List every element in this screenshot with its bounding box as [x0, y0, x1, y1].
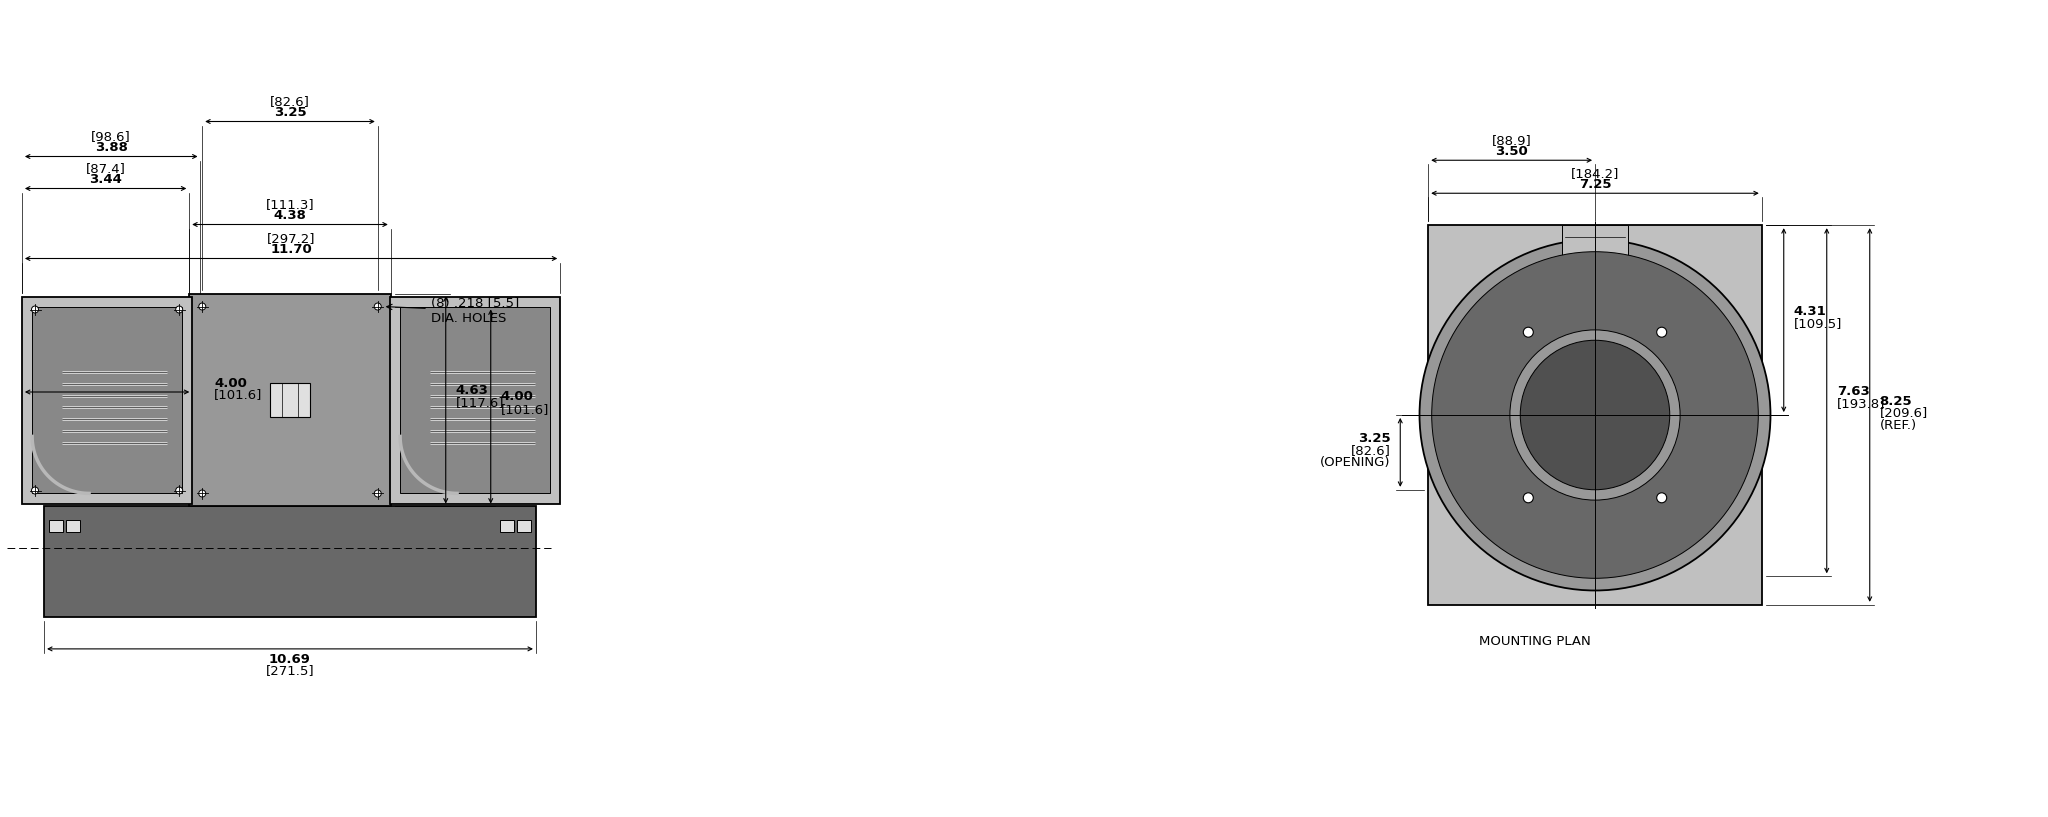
Circle shape — [1432, 252, 1759, 578]
Circle shape — [1520, 340, 1669, 489]
Text: [109.5]: [109.5] — [1794, 317, 1841, 329]
Bar — [45, 507, 537, 617]
Bar — [270, 382, 309, 417]
Bar — [399, 306, 551, 493]
Circle shape — [31, 487, 39, 494]
Bar — [516, 520, 530, 533]
Text: [88.9]: [88.9] — [1491, 134, 1532, 147]
Circle shape — [31, 306, 39, 313]
Text: [209.6]: [209.6] — [1880, 407, 1927, 419]
Text: 4.00: 4.00 — [502, 390, 535, 403]
Circle shape — [375, 490, 381, 497]
Text: [82.6]: [82.6] — [270, 95, 309, 108]
Bar — [1563, 225, 1628, 259]
Text: 8.25: 8.25 — [1880, 395, 1913, 408]
Circle shape — [1657, 493, 1667, 502]
Text: [98.6]: [98.6] — [92, 130, 131, 143]
Circle shape — [1419, 239, 1769, 591]
Text: MOUNTING PLAN: MOUNTING PLAN — [1479, 635, 1591, 648]
Text: 4.31: 4.31 — [1794, 305, 1827, 318]
Text: 10.69: 10.69 — [268, 654, 311, 667]
Text: (REF.): (REF.) — [1880, 418, 1917, 431]
Text: (OPENING): (OPENING) — [1319, 456, 1391, 469]
Text: 4.63: 4.63 — [457, 383, 489, 396]
Circle shape — [176, 487, 182, 494]
Text: 3.44: 3.44 — [90, 173, 123, 186]
Bar — [500, 520, 514, 533]
Circle shape — [176, 306, 182, 313]
Text: 3.25: 3.25 — [1358, 432, 1391, 445]
Bar — [23, 297, 193, 503]
Circle shape — [1524, 327, 1534, 337]
Bar — [389, 297, 561, 503]
Text: [111.3]: [111.3] — [266, 198, 313, 211]
Circle shape — [1509, 330, 1679, 500]
Text: 3.88: 3.88 — [94, 141, 127, 154]
Text: 3.50: 3.50 — [1495, 145, 1528, 158]
Text: [271.5]: [271.5] — [266, 664, 313, 677]
Circle shape — [375, 303, 381, 310]
Text: [82.6]: [82.6] — [1350, 444, 1391, 457]
Text: [184.2]: [184.2] — [1571, 167, 1620, 180]
Text: 4.00: 4.00 — [215, 377, 248, 390]
Text: 7.25: 7.25 — [1579, 178, 1612, 190]
Text: (8) .218 [5.5]
DIA. HOLES: (8) .218 [5.5] DIA. HOLES — [387, 297, 518, 324]
Text: [117.6]: [117.6] — [457, 396, 504, 409]
Bar — [188, 293, 391, 507]
Text: [297.2]: [297.2] — [266, 232, 315, 245]
Bar — [1427, 225, 1761, 605]
Text: 11.70: 11.70 — [270, 243, 311, 256]
Text: 4.38: 4.38 — [274, 209, 307, 222]
Circle shape — [199, 303, 205, 310]
Text: [101.6]: [101.6] — [502, 403, 549, 416]
Circle shape — [1657, 327, 1667, 337]
Text: 3.25: 3.25 — [274, 106, 307, 119]
Bar — [33, 306, 182, 493]
Bar — [66, 520, 80, 533]
Text: [87.4]: [87.4] — [86, 162, 125, 175]
Bar — [49, 520, 63, 533]
Circle shape — [199, 490, 205, 497]
Circle shape — [1524, 493, 1534, 502]
Text: [101.6]: [101.6] — [215, 389, 262, 401]
Text: 7.63: 7.63 — [1837, 386, 1870, 398]
Text: [193.8]: [193.8] — [1837, 397, 1884, 410]
